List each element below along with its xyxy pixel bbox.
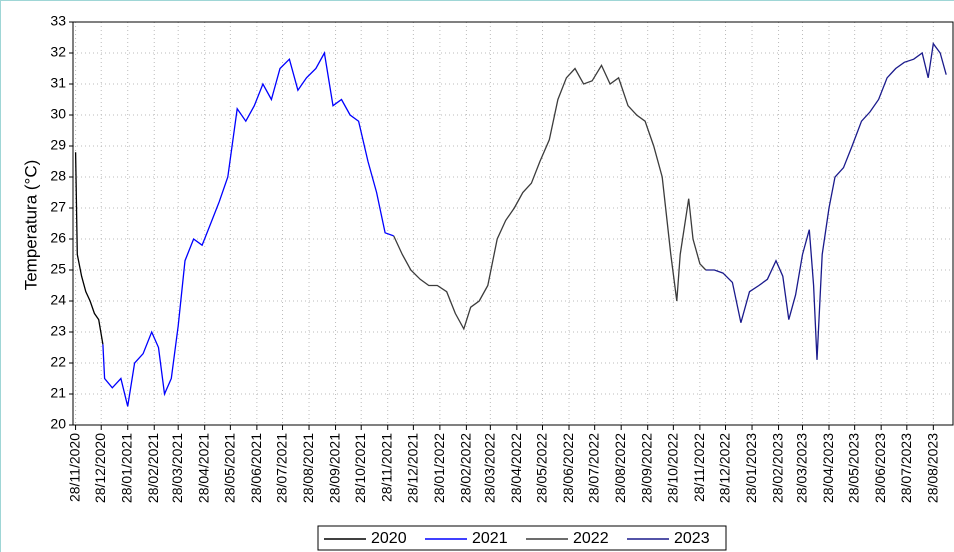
- y-tick-label: 32: [50, 44, 66, 60]
- series-line: [102, 51, 394, 407]
- x-tick-label: 28/10/2022: [664, 433, 680, 503]
- x-tick-label: 28/06/2022: [560, 433, 576, 503]
- x-tick-label: 28/12/2021: [404, 433, 420, 503]
- x-tick-label: 28/11/2020: [67, 433, 83, 502]
- x-tick-label: 28/11/2021: [379, 433, 395, 502]
- x-tick-label: 28/12/2022: [717, 433, 733, 503]
- y-tick-label: 28: [50, 168, 66, 184]
- legend-label: 2022: [573, 530, 609, 547]
- y-tick-label: 27: [50, 199, 66, 215]
- x-tick-label: 28/01/2021: [119, 433, 135, 503]
- x-tick-label: 28/08/2021: [300, 433, 316, 503]
- x-tick-label: 28/04/2023: [820, 433, 836, 503]
- x-tick-label: 28/01/2022: [431, 433, 447, 503]
- series-line: [705, 42, 947, 360]
- y-axis-label: Temperatura (°C): [21, 160, 40, 291]
- x-tick-label: 28/03/2021: [169, 433, 185, 503]
- x-tick-label: 28/02/2023: [770, 433, 786, 503]
- legend-label: 2023: [674, 530, 710, 547]
- y-tick-label: 33: [50, 13, 66, 29]
- x-tick-label: 28/09/2021: [327, 433, 343, 503]
- x-tick-label: 28/04/2021: [196, 433, 212, 503]
- y-tick-label: 26: [50, 230, 66, 246]
- y-tick-label: 22: [50, 354, 66, 370]
- y-tick-label: 24: [50, 292, 66, 308]
- y-tick-label: 31: [50, 75, 66, 91]
- x-tick-label: 28/01/2023: [743, 433, 759, 503]
- x-tick-label: 28/06/2021: [248, 433, 264, 503]
- x-tick-label: 28/08/2023: [924, 433, 940, 503]
- y-tick-label: 29: [50, 137, 66, 153]
- y-tick-label: 25: [50, 261, 66, 277]
- x-tick-label: 28/03/2022: [481, 433, 497, 503]
- y-tick-label: 21: [50, 385, 66, 401]
- x-tick-label: 28/11/2022: [691, 433, 707, 502]
- x-tick-label: 28/07/2023: [898, 433, 914, 503]
- x-tick-label: 28/07/2022: [586, 433, 602, 503]
- x-tick-label: 28/06/2023: [872, 433, 888, 503]
- x-tick-label: 28/09/2022: [639, 433, 655, 503]
- plot-frame: [72, 21, 954, 426]
- x-tick-label: 28/10/2021: [352, 433, 368, 503]
- legend-box: [317, 525, 727, 551]
- x-tick-label: 28/05/2023: [846, 433, 862, 503]
- legend-label: 2021: [472, 530, 508, 547]
- x-tick-label: 28/04/2022: [508, 433, 524, 503]
- x-tick-label: 28/02/2022: [457, 433, 473, 503]
- legend-label: 2020: [371, 530, 407, 547]
- x-tick-label: 28/07/2021: [274, 433, 290, 503]
- x-tick-label: 28/08/2022: [612, 433, 628, 503]
- x-tick-label: 28/02/2021: [145, 433, 161, 503]
- x-tick-label: 28/05/2022: [534, 433, 550, 503]
- x-tick-label: 28/12/2020: [92, 433, 108, 503]
- series-line: [74, 152, 104, 345]
- y-tick-label: 30: [50, 106, 66, 122]
- x-tick-label: 28/03/2023: [793, 433, 809, 503]
- y-tick-label: 23: [50, 323, 66, 339]
- x-tick-label: 28/05/2021: [221, 433, 237, 503]
- series-line: [393, 64, 707, 331]
- y-tick-label: 20: [50, 416, 66, 432]
